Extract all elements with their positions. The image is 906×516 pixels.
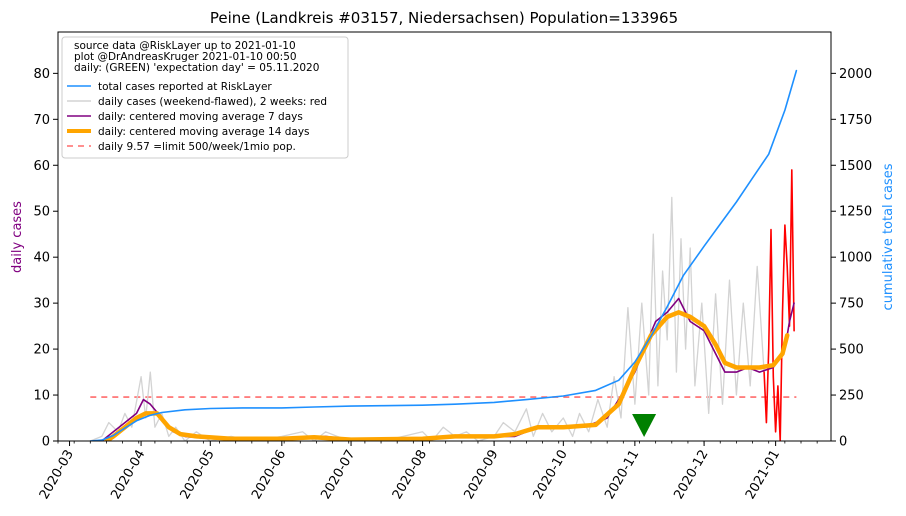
series-total-cases-line xyxy=(89,69,798,441)
y-left-tick-label: 40 xyxy=(33,251,50,266)
y-left-tick-label: 50 xyxy=(33,205,50,220)
y-right-tick-label: 1250 xyxy=(839,205,872,220)
legend-header-plot: plot @DrAndreasKruger 2021-01-10 00:50 xyxy=(74,51,297,63)
series-layer xyxy=(89,69,798,441)
legend-box xyxy=(61,36,349,159)
legend-label-total: total cases reported at RiskLayer xyxy=(98,81,272,93)
y-axis-left-label: daily cases xyxy=(10,201,25,273)
series-ma14-line xyxy=(104,310,790,441)
y-right-tick-label: 250 xyxy=(839,389,864,404)
y-right-tick-label: 1750 xyxy=(839,113,872,128)
marker-layer xyxy=(632,414,657,437)
plot-frame xyxy=(57,31,832,442)
y-right-tick-label: 0 xyxy=(839,435,847,450)
legend-header-expectation: daily: (GREEN) 'expectation day' = 05.11… xyxy=(74,62,319,74)
legend-label-ma14: daily: centered moving average 14 days xyxy=(98,126,310,138)
y-axis-right: 0 250 500 750 1000 1250 1500 1750 2000 xyxy=(831,67,872,450)
y-right-tick-label: 750 xyxy=(839,297,864,312)
expectation-day-marker xyxy=(632,414,657,437)
y-right-tick-label: 1000 xyxy=(839,251,872,266)
y-left-tick-label: 10 xyxy=(33,389,50,404)
legend-label-limit: daily 9.57 =limit 500/week/1mio pop. xyxy=(98,141,296,153)
y-right-tick-label: 500 xyxy=(839,343,864,358)
y-left-tick-label: 70 xyxy=(33,113,50,128)
y-axis-left: 0 10 20 30 40 50 60 70 80 xyxy=(33,67,58,450)
y-left-tick-label: 20 xyxy=(33,343,50,358)
series-daily-recent-line xyxy=(763,169,795,441)
y-left-tick-label: 60 xyxy=(33,159,50,174)
legend-label-ma7: daily: centered moving average 7 days xyxy=(98,111,303,123)
y-left-tick-label: 30 xyxy=(33,297,50,312)
chart-title: Peine (Landkreis #03157, Niedersachsen) … xyxy=(210,9,678,27)
y-right-tick-label: 1500 xyxy=(839,159,872,174)
y-right-tick-label: 2000 xyxy=(839,67,872,82)
legend-label-daily: daily cases (weekend-flawed), 2 weeks: r… xyxy=(98,96,327,108)
y-left-tick-label: 0 xyxy=(42,435,50,450)
legend-header-source: source data @RiskLayer up to 2021-01-10 xyxy=(74,40,296,52)
y-left-tick-label: 80 xyxy=(33,67,50,82)
y-axis-right-label: cumulative total cases xyxy=(881,163,896,310)
legend: source data @RiskLayer up to 2021-01-10 … xyxy=(61,36,349,159)
